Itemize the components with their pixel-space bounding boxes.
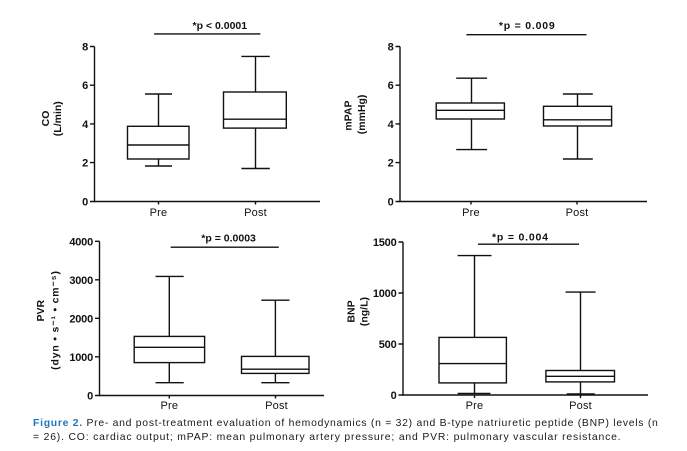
svg-text:PVR: PVR — [35, 299, 47, 321]
svg-text:0: 0 — [82, 197, 88, 209]
svg-text:Pre: Pre — [160, 400, 178, 412]
svg-text:Post: Post — [265, 400, 288, 412]
svg-text:Post: Post — [244, 207, 267, 219]
svg-text:*p < 0.0001: *p < 0.0001 — [193, 20, 248, 32]
svg-text:Post: Post — [566, 207, 589, 219]
svg-text:2000: 2000 — [69, 313, 93, 325]
svg-text:(L/min): (L/min) — [52, 101, 64, 136]
svg-text:(dyn • s⁻¹ • cm⁻⁵): (dyn • s⁻¹ • cm⁻⁵) — [50, 270, 62, 370]
svg-text:0: 0 — [87, 391, 93, 403]
svg-text:1000: 1000 — [373, 288, 397, 300]
svg-text:4: 4 — [82, 119, 89, 131]
svg-text:(mmHg): (mmHg) — [356, 95, 368, 135]
svg-text:*p = 0.009: *p = 0.009 — [499, 20, 556, 32]
svg-text:*p = 0.0003: *p = 0.0003 — [201, 233, 256, 245]
svg-text:8: 8 — [388, 42, 394, 54]
svg-text:Pre: Pre — [462, 207, 480, 219]
svg-text:0: 0 — [388, 197, 394, 209]
svg-text:*p = 0.004: *p = 0.004 — [492, 231, 549, 243]
svg-text:6: 6 — [82, 80, 88, 92]
svg-text:2: 2 — [82, 158, 88, 170]
svg-text:500: 500 — [379, 339, 397, 351]
svg-text:Pre: Pre — [150, 207, 168, 219]
svg-text:Pre: Pre — [466, 400, 484, 412]
svg-text:4000: 4000 — [69, 236, 93, 248]
svg-text:4: 4 — [388, 119, 395, 131]
svg-text:8: 8 — [82, 42, 88, 54]
svg-text:1000: 1000 — [69, 352, 93, 364]
svg-text:6: 6 — [388, 80, 394, 92]
svg-text:1500: 1500 — [373, 237, 397, 249]
svg-text:2: 2 — [388, 158, 394, 170]
svg-text:Post: Post — [569, 400, 592, 412]
svg-text:CO: CO — [40, 111, 52, 127]
svg-text:3000: 3000 — [69, 275, 93, 287]
svg-text:0: 0 — [391, 390, 397, 402]
svg-text:mPAP: mPAP — [342, 101, 354, 131]
svg-text:BNP: BNP — [345, 300, 357, 322]
svg-text:(ng/L): (ng/L) — [359, 297, 371, 326]
